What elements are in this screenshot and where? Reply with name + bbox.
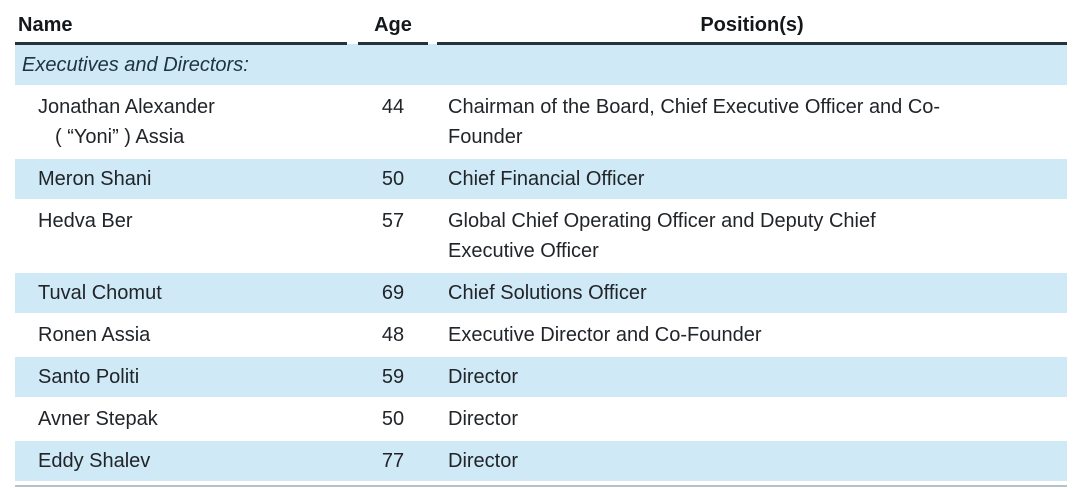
- cell-gap: [428, 200, 437, 272]
- age-cell: 48: [381, 324, 405, 346]
- position-cell: Chief Solutions Officer: [437, 271, 1067, 315]
- section-label: Executives and Directors:: [15, 43, 1067, 87]
- person-name-line2: ( “Yoni” ) Assia: [55, 126, 185, 148]
- column-header-name: Name: [15, 2, 347, 45]
- cell-gap: [428, 439, 437, 483]
- name-cell: Eddy Shalev: [15, 439, 347, 483]
- table-row: Jonathan Alexander ( “Yoni” ) Assia 44 C…: [15, 86, 1067, 158]
- cell-gap: [347, 439, 358, 483]
- cell-gap: [428, 355, 437, 399]
- cell-gap: [428, 314, 437, 356]
- cell-gap: [347, 355, 358, 399]
- age-cell: 50: [381, 408, 405, 430]
- position-cell: Director: [448, 408, 519, 430]
- cell-gap: [428, 271, 437, 315]
- table-row: Hedva Ber 57 Global Chief Operating Offi…: [15, 200, 1067, 272]
- table-row: Ronen Assia 48 Executive Director and Co…: [15, 314, 1067, 356]
- name-cell: Jonathan Alexander ( “Yoni” ) Assia: [15, 86, 347, 158]
- position-cell: Director: [437, 439, 1067, 483]
- person-name: Jonathan Alexander: [38, 96, 215, 118]
- name-cell: Tuval Chomut: [15, 271, 347, 315]
- cell-gap: [428, 86, 437, 158]
- table-row: Meron Shani 50 Chief Financial Officer: [15, 157, 1067, 201]
- column-header-positions: Position(s): [437, 2, 1067, 45]
- table-row: Tuval Chomut 69 Chief Solutions Officer: [15, 271, 1067, 315]
- cell-gap: [347, 157, 358, 201]
- name-cell: Avner Stepak: [38, 408, 158, 430]
- age-cell: 77: [358, 439, 428, 483]
- table-row: Eddy Shalev 77 Director: [15, 439, 1067, 483]
- cell-gap: [347, 271, 358, 315]
- position-cell: Chief Financial Officer: [437, 157, 1067, 201]
- column-header-age: Age: [358, 2, 428, 45]
- position-cell: Chairman of the Board, Chief Executive O…: [448, 96, 941, 148]
- column-gap: [428, 2, 437, 44]
- name-cell: Ronen Assia: [38, 324, 151, 346]
- cell-gap: [428, 398, 437, 440]
- age-cell: 44: [381, 96, 405, 118]
- name-cell: Santo Politi: [15, 355, 347, 399]
- age-cell: 59: [358, 355, 428, 399]
- cell-gap: [347, 314, 358, 356]
- section-header-row: Executives and Directors:: [15, 43, 1067, 87]
- name-cell: Meron Shani: [15, 157, 347, 201]
- position-cell: Global Chief Operating Officer and Deput…: [448, 210, 876, 262]
- table-row: Avner Stepak 50 Director: [15, 398, 1067, 440]
- name-cell: Hedva Ber: [38, 210, 133, 232]
- age-cell: 69: [358, 271, 428, 315]
- table-row: Santo Politi 59 Director: [15, 355, 1067, 399]
- cell-gap: [347, 86, 358, 158]
- position-cell: Director: [437, 355, 1067, 399]
- cell-gap: [347, 398, 358, 440]
- position-cell: Executive Director and Co-Founder: [448, 324, 762, 346]
- table-header-row: Name Age Position(s): [15, 2, 1067, 45]
- age-cell: 50: [358, 157, 428, 201]
- cell-gap: [347, 200, 358, 272]
- column-gap: [347, 2, 358, 44]
- officers-table: Name Age Position(s) Executives and Dire…: [15, 2, 1067, 483]
- age-cell: 57: [381, 210, 405, 232]
- table-bottom-rule: [15, 485, 1067, 487]
- cell-gap: [428, 157, 437, 201]
